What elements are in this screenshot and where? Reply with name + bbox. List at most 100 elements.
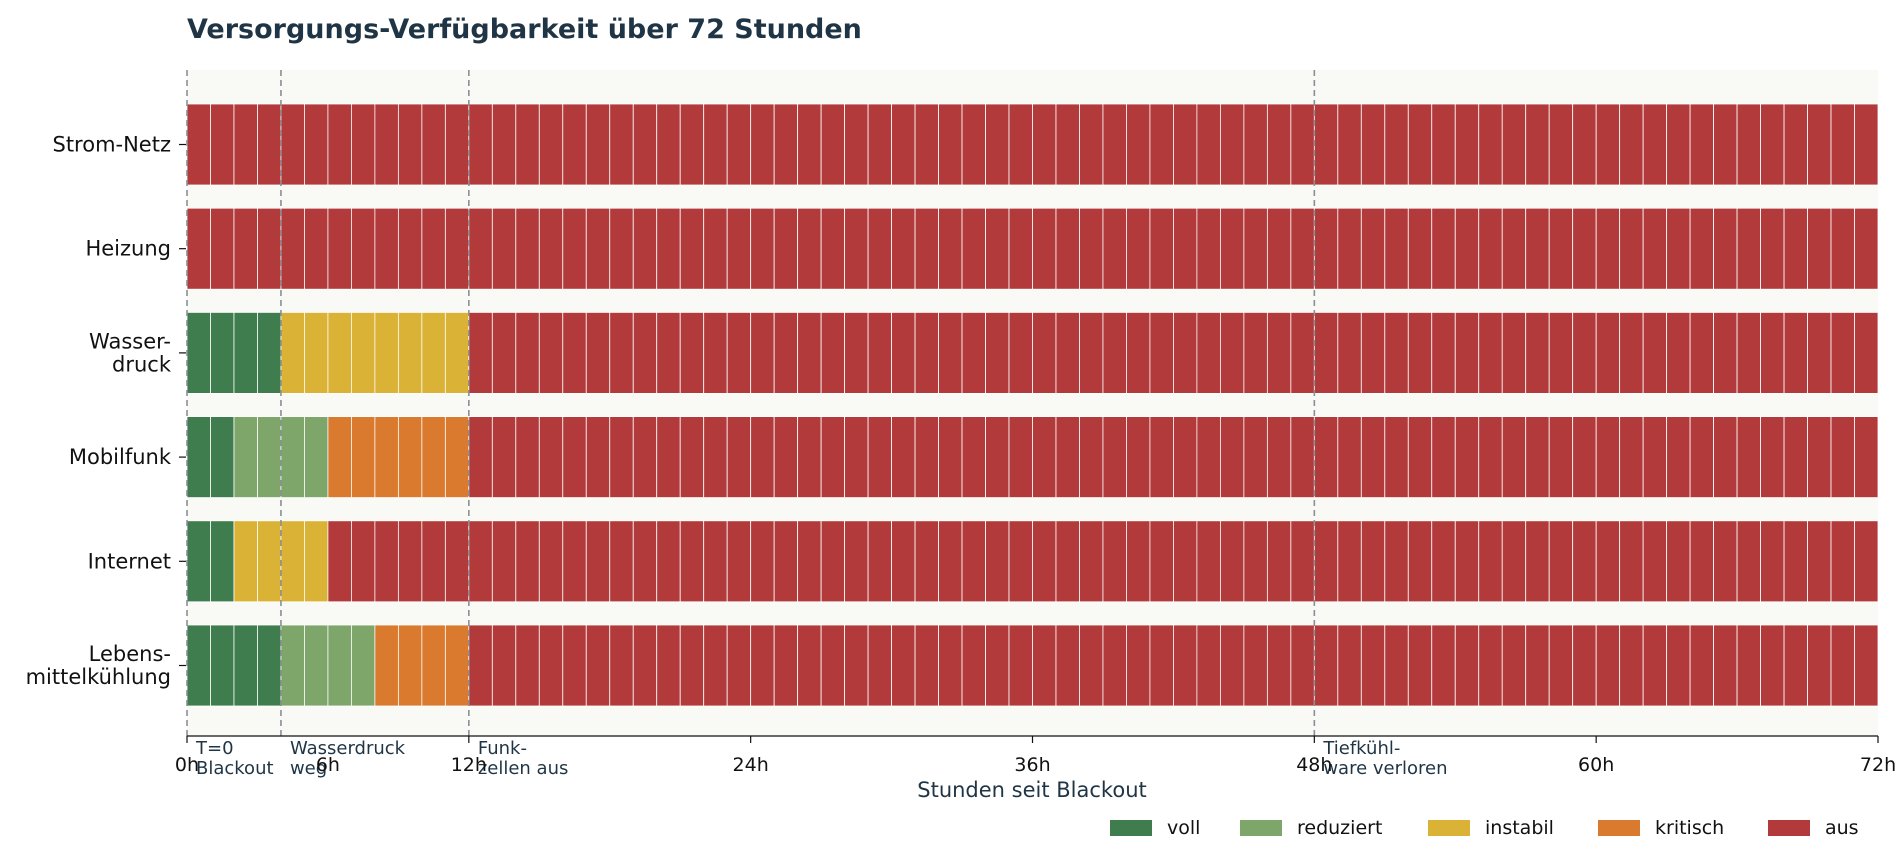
status-cell [867, 624, 892, 707]
status-cell [1290, 103, 1315, 186]
status-cell [1501, 103, 1527, 186]
status-cell [703, 416, 728, 499]
status-cell [1854, 624, 1879, 707]
status-cell [1642, 416, 1668, 499]
status-cell [1055, 520, 1080, 603]
status-cell [1008, 624, 1033, 707]
status-cell [726, 416, 752, 499]
status-cell [1149, 311, 1174, 394]
status-cell [1008, 311, 1033, 394]
status-cell [985, 207, 1010, 290]
status-cell [421, 311, 446, 394]
legend-label: voll [1167, 817, 1200, 839]
status-cell [679, 416, 705, 499]
status-cell [1595, 207, 1621, 290]
status-cell [1360, 207, 1386, 290]
legend-item-instabil: instabil [1428, 817, 1554, 839]
status-cell [1548, 520, 1574, 603]
status-cell [233, 311, 258, 394]
legend: voll reduziert instabil kritisch aus [1110, 817, 1859, 839]
status-cell [1126, 624, 1151, 707]
status-cell [421, 520, 446, 603]
status-cell [491, 624, 517, 707]
event-annotation: T=0 Blackout [195, 738, 274, 779]
status-cell [1548, 103, 1574, 186]
status-cell [1032, 311, 1057, 394]
legend-item-reduziert: reduziert [1240, 817, 1382, 839]
status-cell [1807, 520, 1832, 603]
status-cell [491, 416, 517, 499]
status-cell [844, 103, 869, 186]
status-cell [468, 207, 493, 290]
status-cell [1713, 207, 1738, 290]
status-cell [397, 520, 423, 603]
status-cell [585, 416, 611, 499]
status-cell [280, 103, 305, 186]
status-cell [844, 520, 869, 603]
status-cell [280, 207, 305, 290]
status-cell [210, 520, 235, 603]
status-cell [1783, 416, 1808, 499]
status-cell [1032, 624, 1057, 707]
status-cell [374, 103, 399, 186]
status-cell [327, 416, 352, 499]
status-cell [1619, 311, 1644, 394]
status-cell [491, 207, 517, 290]
status-cell [1666, 207, 1691, 290]
status-cell [1854, 416, 1879, 499]
status-cell [985, 416, 1010, 499]
status-cell [280, 520, 305, 603]
status-cell [1102, 103, 1127, 186]
status-cell [1783, 624, 1808, 707]
status-cell [1572, 207, 1597, 290]
status-cell [397, 624, 423, 707]
status-cell [210, 624, 235, 707]
status-cell [961, 207, 986, 290]
y-axis-labels: Strom-Netz Heizung Wasser-druck Mobilfunk In… [26, 133, 186, 689]
status-cell [1807, 416, 1832, 499]
status-cell [327, 311, 352, 394]
status-cell [1642, 207, 1668, 290]
status-cell [1032, 520, 1057, 603]
status-cell [1760, 520, 1785, 603]
event-annotation: Wasserdruck weg [290, 738, 406, 779]
row-2 [186, 311, 1879, 394]
status-cell [1783, 520, 1808, 603]
status-cell [679, 103, 705, 186]
status-cell [1830, 311, 1855, 394]
status-cell [1219, 311, 1245, 394]
status-cell [1760, 103, 1785, 186]
status-cell [867, 103, 892, 186]
status-cell [1219, 520, 1245, 603]
legend-label: kritisch [1655, 817, 1724, 839]
legend-label: reduziert [1297, 817, 1382, 839]
status-cell [186, 416, 211, 499]
status-cell [985, 311, 1010, 394]
status-cell [374, 624, 399, 707]
status-cell [1173, 624, 1198, 707]
status-cell [726, 311, 752, 394]
status-cell [304, 520, 329, 603]
status-cell [1760, 624, 1785, 707]
status-cell [1736, 103, 1761, 186]
status-cell [797, 207, 822, 290]
status-cell [1619, 520, 1644, 603]
x-tick-label: 6h [316, 754, 340, 776]
status-cell [914, 416, 939, 499]
status-cell [1431, 416, 1456, 499]
status-cell [609, 311, 634, 394]
status-cell [1337, 416, 1362, 499]
status-cell [1384, 103, 1409, 186]
status-cell [1666, 416, 1691, 499]
status-cell [1243, 416, 1268, 499]
status-cell [1830, 520, 1855, 603]
status-cell [1736, 624, 1761, 707]
status-cell [1384, 207, 1409, 290]
status-cell [1501, 207, 1527, 290]
status-cell [1055, 103, 1080, 186]
status-cell [1243, 520, 1268, 603]
row-3 [186, 416, 1879, 499]
status-cell [257, 103, 282, 186]
status-cell [468, 624, 493, 707]
